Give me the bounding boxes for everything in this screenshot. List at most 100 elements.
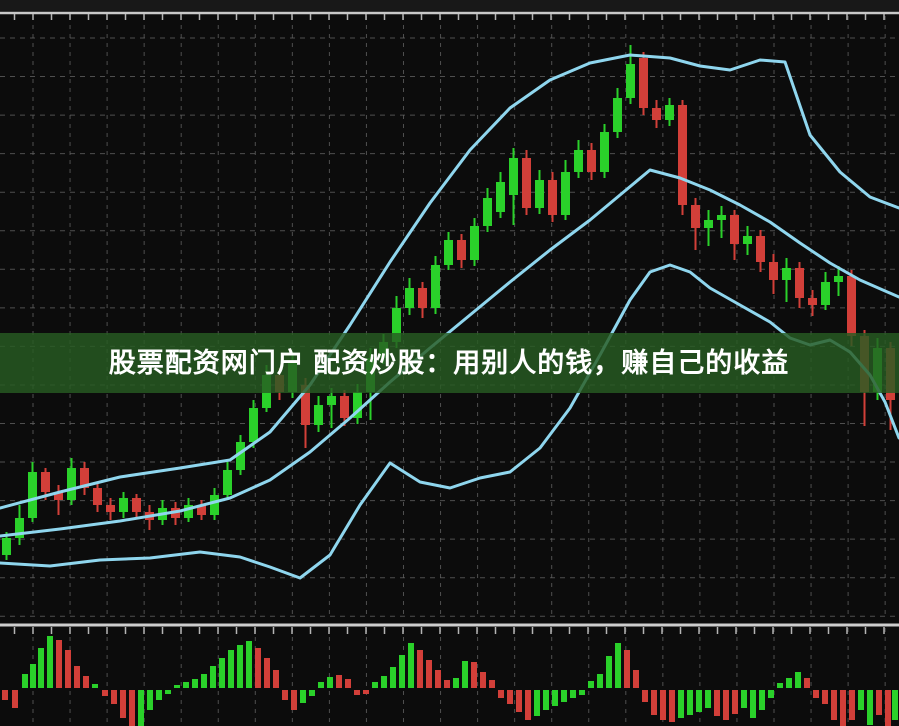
candle-body [119, 498, 128, 512]
histogram-bar [669, 690, 675, 722]
histogram-bar [840, 690, 846, 726]
histogram-bar [687, 690, 693, 715]
histogram-bar [255, 648, 261, 688]
histogram-bar [219, 658, 225, 688]
histogram-bar [678, 690, 684, 718]
histogram-bar [381, 676, 387, 688]
candle-body [184, 505, 193, 518]
histogram-bar [309, 690, 315, 696]
histogram-bar [858, 690, 864, 710]
candle-body [444, 240, 453, 265]
histogram-bar [876, 690, 882, 715]
histogram-bar [831, 690, 837, 720]
candle-body [535, 180, 544, 208]
candle-body [522, 158, 531, 208]
histogram-bar [885, 690, 891, 726]
candle-body [613, 98, 622, 132]
histogram-bar [849, 690, 855, 720]
histogram-bar [435, 670, 441, 688]
histogram-bar [597, 674, 603, 688]
histogram-bar [507, 690, 513, 704]
histogram-bar [291, 690, 297, 710]
histogram-bar [741, 690, 747, 708]
candle-body [353, 392, 362, 418]
candle-body [808, 298, 817, 305]
histogram-bar [12, 690, 18, 708]
histogram-bar [363, 690, 369, 694]
histogram-bar [498, 690, 504, 698]
candle-body [600, 132, 609, 172]
histogram-bar [183, 682, 189, 688]
candle-body [418, 288, 427, 308]
candle-body [431, 265, 440, 308]
oscillator-histogram [2, 636, 898, 726]
candle-body [548, 180, 557, 215]
histogram-bar [165, 690, 171, 694]
candle-body [626, 64, 635, 98]
histogram-bar [732, 690, 738, 714]
histogram-bar [390, 667, 396, 688]
histogram-bar [813, 690, 819, 698]
histogram-bar [237, 645, 243, 688]
histogram-bar [480, 672, 486, 688]
separator-gap [0, 617, 899, 623]
histogram-bar [417, 650, 423, 688]
candle-body [847, 276, 856, 336]
bollinger-upper-line [0, 53, 899, 510]
histogram-bar [273, 670, 279, 688]
candle-body [704, 220, 713, 228]
candle-body [678, 105, 687, 205]
histogram-bar [399, 655, 405, 688]
candle-body [574, 150, 583, 172]
histogram-bar [327, 677, 333, 688]
candle-body [67, 468, 76, 500]
histogram-bar [2, 690, 8, 700]
candle-body [301, 385, 310, 425]
histogram-bar [759, 690, 765, 710]
histogram-bar [696, 690, 702, 712]
candle-body [340, 396, 349, 418]
histogram-bar [768, 690, 774, 698]
candle-body [639, 58, 648, 108]
candle-body [15, 518, 24, 538]
histogram-bar [633, 670, 639, 688]
histogram-bar [354, 690, 360, 695]
histogram-bar [606, 656, 612, 688]
candle-body [41, 472, 50, 492]
histogram-bar [525, 690, 531, 720]
top-axis-ticks [13, 14, 885, 20]
histogram-bar [867, 690, 873, 725]
candle-body [80, 468, 89, 488]
histogram-bar [300, 690, 306, 703]
histogram-bar [615, 643, 621, 688]
candle-body [587, 150, 596, 172]
histogram-bar [561, 690, 567, 702]
histogram-bar [228, 650, 234, 688]
histogram-bar [642, 690, 648, 702]
histogram-bar [345, 679, 351, 688]
banner-text: 股票配资网门户 配资炒股：用别人的钱，赚自己的收益 [109, 347, 790, 378]
candle-body [730, 215, 739, 244]
histogram-bar [660, 690, 666, 720]
separator-ticks [13, 627, 885, 634]
candle-body [392, 308, 401, 342]
histogram-bar [723, 690, 729, 720]
histogram-bar [102, 690, 108, 696]
histogram-bar [588, 681, 594, 688]
candle-body [561, 172, 570, 215]
candle-body [691, 205, 700, 228]
histogram-bar [750, 690, 756, 718]
candle-body [483, 198, 492, 226]
histogram-bar [92, 684, 98, 688]
candle-body [756, 236, 765, 262]
histogram-bar [552, 690, 558, 706]
candle-body [717, 215, 726, 220]
histogram-bar [570, 690, 576, 698]
histogram-bar [38, 648, 44, 688]
histogram-bar [795, 672, 801, 688]
histogram-bar [56, 640, 62, 688]
candle-body [106, 505, 115, 512]
candle-body [769, 262, 778, 280]
